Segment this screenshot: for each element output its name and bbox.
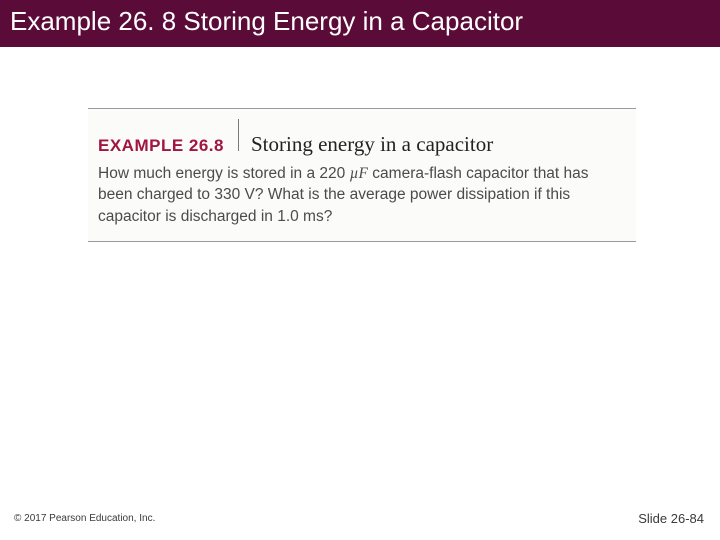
title-bar: Example 26. 8 Storing Energy in a Capaci…: [0, 0, 720, 47]
example-body: How much energy is stored in a 220 µF ca…: [98, 163, 626, 227]
example-title: Storing energy in a capacitor: [251, 132, 493, 157]
slide-title: Example 26. 8 Storing Energy in a Capaci…: [10, 6, 710, 37]
divider-icon: [238, 119, 239, 151]
example-label: EXAMPLE 26.8: [98, 136, 224, 156]
copyright-text: © 2017 Pearson Education, Inc.: [14, 513, 155, 524]
slide-number: Slide 26-84: [638, 511, 704, 526]
example-box: EXAMPLE 26.8 Storing energy in a capacit…: [88, 108, 636, 242]
example-header: EXAMPLE 26.8 Storing energy in a capacit…: [98, 119, 626, 157]
body-pre: How much energy is stored in a 220: [98, 165, 350, 182]
slide: Example 26. 8 Storing Energy in a Capaci…: [0, 0, 720, 540]
body-unit: µF: [350, 165, 368, 182]
